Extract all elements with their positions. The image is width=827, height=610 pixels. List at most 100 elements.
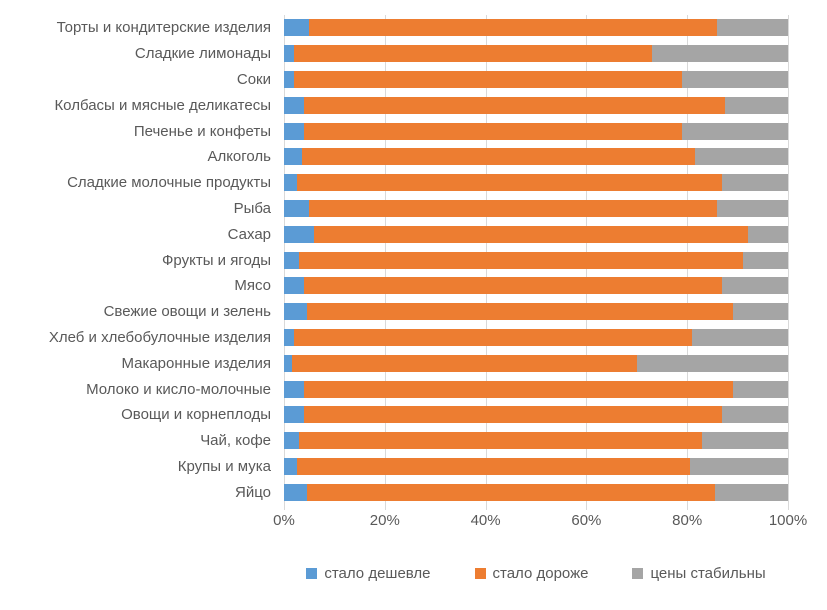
bar-segment-cheaper <box>284 406 305 424</box>
bar-segment-stable <box>722 277 788 295</box>
gridline-100 <box>788 15 789 505</box>
bar-segment-more-expensive <box>294 328 693 346</box>
bar-segment-cheaper <box>284 432 300 450</box>
bar-segment-more-expensive <box>304 277 723 295</box>
bar-segment-stable <box>636 354 788 372</box>
chart-row: Чай, кофе <box>0 428 788 454</box>
legend-swatch-cheaper <box>306 568 318 579</box>
chart-row: Колбасы и мясные деликатесы <box>0 92 788 118</box>
category-label: Макаронные изделия <box>121 354 271 372</box>
axis-tick-20 <box>384 505 386 510</box>
chart-row: Торты и кондитерские изделия <box>0 15 788 41</box>
category-label: Хлеб и хлебобулочные изделия <box>48 328 271 346</box>
bar-track <box>284 457 788 475</box>
chart-row: Макаронные изделия <box>0 350 788 376</box>
chart-row: Фрукты и ягоды <box>0 247 788 273</box>
chart-row: Молоко и кисло-молочные <box>0 376 788 402</box>
bar-track <box>284 70 788 88</box>
bar-segment-more-expensive <box>304 380 733 398</box>
legend-swatch-stable <box>632 568 644 579</box>
bar-segment-more-expensive <box>299 251 743 269</box>
bar-segment-cheaper <box>284 277 305 295</box>
bar-segment-stable <box>692 328 788 346</box>
bar-segment-more-expensive <box>304 122 683 140</box>
bar-track <box>284 303 788 321</box>
bar-segment-stable <box>717 19 788 37</box>
bar-track <box>284 328 788 346</box>
bar-track <box>284 96 788 114</box>
legend: стало дешевле стало дороже цены стабильны <box>284 565 788 582</box>
legend-swatch-more-expensive <box>474 568 486 579</box>
x-tick-label-20: 20% <box>369 512 400 529</box>
category-label: Сладкие молочные продукты <box>67 174 271 192</box>
category-label: Печенье и конфеты <box>133 122 271 140</box>
chart-row: Соки <box>0 67 788 93</box>
bar-segment-cheaper <box>284 70 295 88</box>
category-label: Сладкие лимонады <box>134 45 271 63</box>
bar-segment-stable <box>732 380 788 398</box>
category-label: Торты и кондитерские изделия <box>56 19 271 37</box>
bar-segment-cheaper <box>284 328 295 346</box>
legend-label-stable: цены стабильны <box>650 565 766 582</box>
bar-segment-stable <box>724 96 788 114</box>
bar-segment-cheaper <box>284 148 302 166</box>
axis-tick-60 <box>586 505 588 510</box>
chart-row: Сладкие лимонады <box>0 41 788 67</box>
legend-item-more-expensive: стало дороже <box>474 565 588 582</box>
bar-segment-more-expensive <box>309 199 718 217</box>
chart-rows: Торты и кондитерские изделия Сладкие лимо… <box>0 15 788 505</box>
bar-segment-cheaper <box>284 483 307 501</box>
category-label: Яйцо <box>235 483 271 501</box>
chart-row: Крупы и мука <box>0 454 788 480</box>
bar-segment-cheaper <box>284 354 292 372</box>
bar-track <box>284 199 788 217</box>
bar-segment-cheaper <box>284 303 307 321</box>
bar-segment-stable <box>732 303 788 321</box>
bar-segment-more-expensive <box>304 406 723 424</box>
bar-segment-more-expensive <box>291 354 637 372</box>
bar-segment-more-expensive <box>296 457 690 475</box>
category-label: Сахар <box>227 225 271 243</box>
x-tick-label-40: 40% <box>470 512 501 529</box>
chart-row: Сахар <box>0 221 788 247</box>
bar-segment-stable <box>742 251 788 269</box>
x-tick-label-0: 0% <box>273 512 295 529</box>
bar-segment-more-expensive <box>309 19 718 37</box>
bar-segment-more-expensive <box>314 225 748 243</box>
bar-track <box>284 45 788 63</box>
bar-segment-more-expensive <box>304 96 725 114</box>
x-tick-label-60: 60% <box>571 512 602 529</box>
bar-track <box>284 380 788 398</box>
bar-segment-stable <box>689 457 788 475</box>
category-label: Овощи и корнеплоды <box>121 406 271 424</box>
category-label: Чай, кофе <box>200 432 271 450</box>
axis-tick-0 <box>284 505 285 510</box>
bar-segment-more-expensive <box>294 70 683 88</box>
category-label: Свежие овощи и зелень <box>103 303 271 321</box>
chart-row: Овощи и корнеплоды <box>0 402 788 428</box>
category-label: Алкоголь <box>207 148 271 166</box>
x-tick-label-100: 100% <box>768 512 808 529</box>
bar-track <box>284 148 788 166</box>
x-axis: 0% 20% 40% 60% 80% 100% <box>273 512 807 532</box>
bar-track <box>284 277 788 295</box>
chart-row: Хлеб и хлебобулочные изделия <box>0 325 788 351</box>
bar-segment-more-expensive <box>296 174 723 192</box>
bar-track <box>284 19 788 37</box>
bar-track <box>284 406 788 424</box>
bar-segment-stable <box>747 225 788 243</box>
bar-segment-more-expensive <box>306 303 733 321</box>
category-label: Мясо <box>234 277 271 295</box>
bar-segment-stable <box>722 174 788 192</box>
bar-segment-more-expensive <box>306 483 715 501</box>
chart-row: Свежие овощи и зелень <box>0 299 788 325</box>
bar-segment-cheaper <box>284 174 297 192</box>
bar-segment-cheaper <box>284 225 315 243</box>
category-label: Колбасы и мясные деликатесы <box>54 96 271 114</box>
bar-segment-cheaper <box>284 96 305 114</box>
chart-row: Яйцо <box>0 479 788 505</box>
category-label: Крупы и мука <box>177 457 271 475</box>
category-label: Молоко и кисло-молочные <box>86 380 271 398</box>
bar-segment-stable <box>694 148 788 166</box>
